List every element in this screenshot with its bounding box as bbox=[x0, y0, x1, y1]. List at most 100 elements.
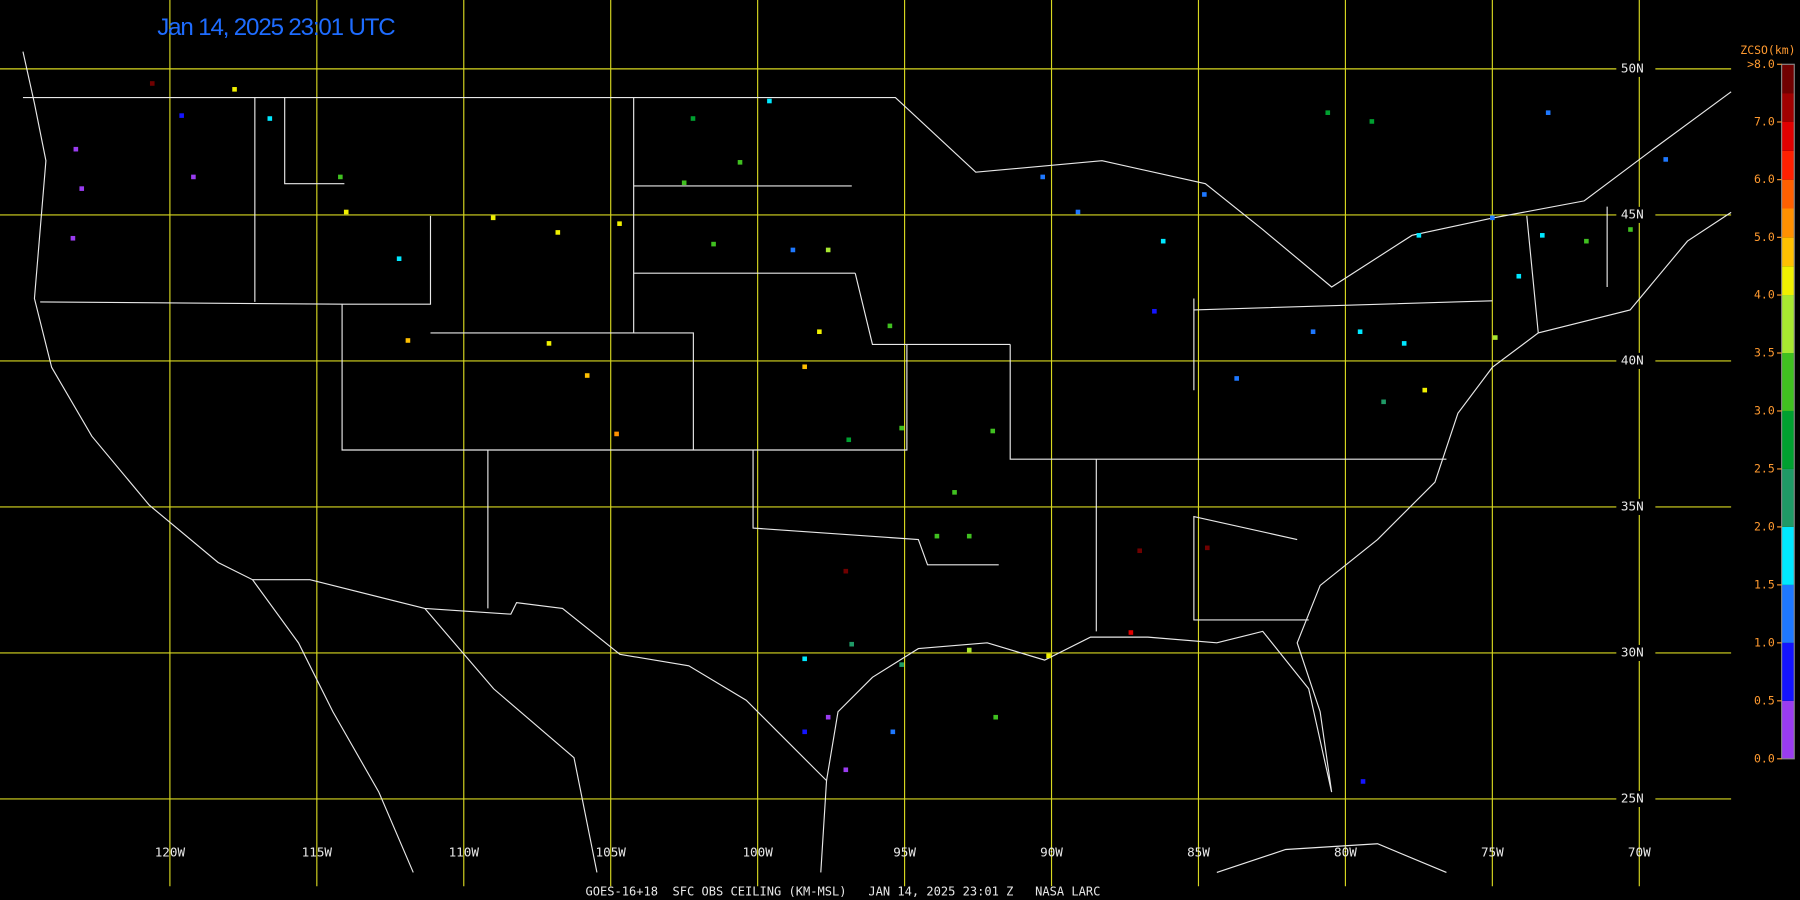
station bbox=[617, 221, 622, 226]
station bbox=[934, 533, 940, 539]
longitude-label: 80W bbox=[1334, 844, 1357, 859]
northern-border bbox=[22, 91, 1732, 288]
station bbox=[767, 98, 772, 104]
station bbox=[405, 338, 411, 343]
station bbox=[1381, 399, 1386, 405]
latitude-label: 50N bbox=[1621, 60, 1644, 75]
station bbox=[584, 373, 590, 378]
station bbox=[1540, 233, 1545, 238]
station bbox=[1310, 329, 1316, 335]
station bbox=[1202, 192, 1207, 197]
label-bg bbox=[1616, 498, 1656, 515]
longitude-label: 90W bbox=[1040, 844, 1063, 859]
longitude-label: 85W bbox=[1187, 844, 1210, 859]
station bbox=[546, 341, 552, 346]
latitude-label: 40N bbox=[1621, 352, 1644, 367]
longitude-label: 70W bbox=[1628, 844, 1651, 859]
station bbox=[396, 256, 402, 261]
colorbar-bin bbox=[1781, 584, 1795, 643]
colorbar-bin bbox=[1781, 93, 1795, 122]
station bbox=[1584, 238, 1589, 244]
colorbar-label: 3.5 bbox=[1754, 345, 1775, 359]
colorbar-bin bbox=[1781, 642, 1795, 701]
colorbar-label: 0.5 bbox=[1754, 693, 1775, 707]
station bbox=[843, 568, 849, 574]
colorbar-bin bbox=[1781, 526, 1795, 585]
longitude-label: 115W bbox=[302, 844, 333, 859]
station bbox=[555, 230, 561, 235]
colorbar-label: 7.0 bbox=[1754, 114, 1775, 128]
station bbox=[1137, 548, 1142, 554]
station bbox=[802, 729, 807, 735]
label-bg bbox=[1616, 644, 1656, 661]
station bbox=[149, 81, 155, 86]
colorbar-bin bbox=[1781, 295, 1795, 353]
colorbar-label: 1.5 bbox=[1754, 577, 1775, 591]
footer: GOES-16+18 SFC OBS CEILING (KM-MSL) JAN … bbox=[585, 884, 1100, 898]
station bbox=[1152, 308, 1157, 314]
colorbar-label: 5.0 bbox=[1754, 230, 1775, 244]
station bbox=[1357, 329, 1363, 335]
cuba bbox=[1216, 843, 1447, 873]
label-bg bbox=[1616, 790, 1656, 808]
station bbox=[1545, 110, 1551, 115]
station bbox=[1416, 233, 1422, 238]
station bbox=[790, 247, 796, 253]
station bbox=[887, 323, 893, 329]
station bbox=[802, 364, 807, 370]
station bbox=[1490, 215, 1495, 221]
station bbox=[817, 329, 822, 335]
colorbar-bin bbox=[1781, 468, 1795, 527]
colorbar-label: 4.0 bbox=[1754, 288, 1775, 302]
colorbar-bin bbox=[1781, 150, 1795, 180]
station bbox=[179, 113, 184, 118]
station bbox=[70, 235, 76, 241]
colorbar-bin bbox=[1781, 64, 1795, 94]
colorbar-label: 0.0 bbox=[1754, 751, 1775, 765]
latitude-label: 30N bbox=[1621, 644, 1644, 659]
station bbox=[343, 209, 349, 215]
coastline bbox=[22, 51, 1732, 793]
station bbox=[899, 662, 904, 667]
label-bg bbox=[1616, 352, 1656, 369]
station bbox=[1516, 273, 1522, 279]
station bbox=[1160, 238, 1166, 244]
colorbar-label: >8.0 bbox=[1747, 57, 1775, 71]
station bbox=[1401, 341, 1407, 346]
title: Jan 14, 2025 23:01 UTC bbox=[157, 14, 395, 41]
station bbox=[825, 247, 831, 253]
station bbox=[338, 174, 343, 180]
station bbox=[1628, 227, 1633, 232]
station bbox=[825, 714, 831, 720]
latitude-label: 45N bbox=[1621, 206, 1644, 221]
colorbar-label: 6.0 bbox=[1754, 172, 1775, 186]
station bbox=[1492, 335, 1498, 340]
label-bg bbox=[1616, 206, 1656, 223]
latitude-label: 35N bbox=[1621, 498, 1644, 513]
colorbar-bin bbox=[1781, 179, 1795, 209]
longitude-label: 95W bbox=[893, 844, 916, 859]
colorbar-bin bbox=[1781, 121, 1795, 151]
station bbox=[1234, 376, 1239, 381]
station bbox=[1204, 545, 1210, 551]
station bbox=[846, 437, 852, 443]
station bbox=[1663, 157, 1669, 162]
station bbox=[966, 647, 972, 653]
station bbox=[79, 186, 85, 191]
colorbar: ZCSO(km) 0.0 0.5 1.0 1.5 2.0 2.5 3.0 3.5 4.0 5.0 6.… bbox=[1740, 43, 1795, 765]
station bbox=[890, 729, 896, 735]
state-lines bbox=[40, 97, 1608, 632]
station bbox=[614, 431, 619, 437]
longitude-label: 120W bbox=[155, 844, 186, 859]
station bbox=[1075, 209, 1081, 215]
station bbox=[899, 425, 904, 431]
mexico bbox=[252, 579, 828, 873]
longitude-label: 75W bbox=[1481, 844, 1504, 859]
station bbox=[1422, 387, 1428, 393]
graticule: 120W 115W 110W 105W 100W 95W 90W 85W 80W 75W 70W 50… bbox=[0, 0, 1732, 887]
station bbox=[952, 490, 957, 495]
station bbox=[1360, 779, 1366, 784]
colorbar-label: 1.0 bbox=[1754, 635, 1775, 649]
